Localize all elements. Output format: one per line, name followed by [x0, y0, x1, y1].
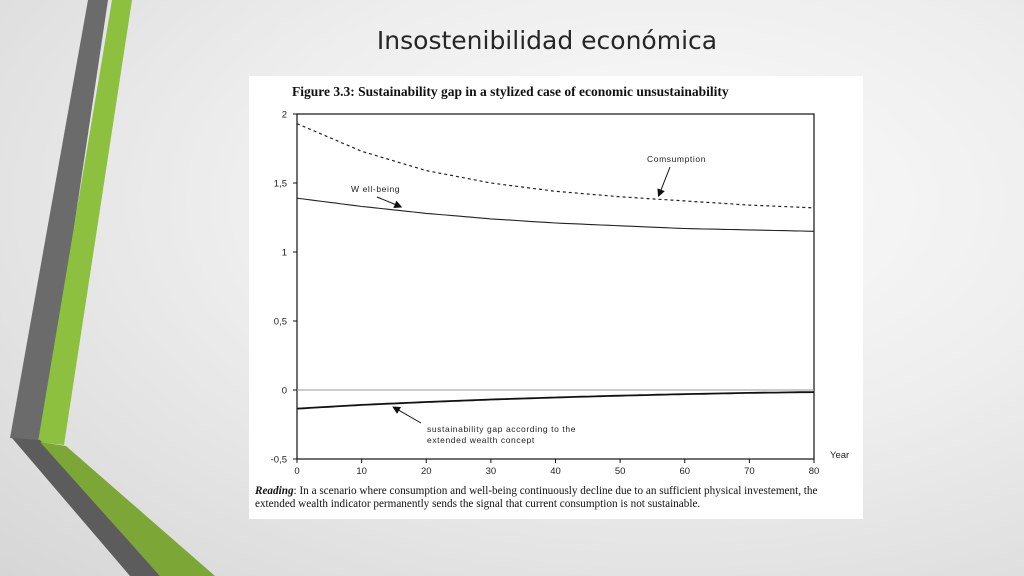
slide-title: Insostenibilidad económica [376, 26, 718, 55]
gray-stripe-lower [12, 438, 160, 576]
reading-label: Reading [255, 485, 294, 497]
x-tick-label: 0 [294, 466, 299, 477]
line-chart: -0,500,511,520 10 20 30 40 50 60 70 80YearComsum… [271, 110, 850, 478]
annotation-label: W ell-being [351, 184, 400, 194]
reading-note: Reading: In a scenario where consumption… [255, 485, 845, 511]
green-stripe-upper [38, 0, 132, 445]
annotation-label: extended wealth concept [427, 435, 535, 445]
figure-card: Figure 3.3: Sustainability gap in a styl… [249, 76, 863, 519]
y-tick-label: 0 [282, 386, 287, 397]
x-tick-label: 10 [356, 466, 367, 477]
series-line-0 [296, 123, 815, 209]
plot-frame [296, 113, 815, 460]
annotation-arrow [657, 166, 671, 198]
x-tick-label: 20 [421, 466, 432, 477]
green-stripe-lower [40, 442, 215, 576]
figure-title: Figure 3.3: Sustainability gap in a styl… [292, 84, 729, 99]
x-tick-label: 40 [550, 466, 561, 477]
annotation-arrow [376, 196, 403, 209]
x-tick-label: 70 [744, 466, 755, 477]
series-line-1 [296, 197, 815, 232]
series-line-2 [296, 391, 815, 410]
reading-text: : In a scenario where consumption and we… [255, 485, 818, 510]
annotation-label: sustainability gap according to the [427, 424, 576, 434]
x-tick-label: 60 [679, 466, 690, 477]
x-axis-label: Year [830, 450, 849, 461]
y-tick-label: 1 [282, 248, 287, 259]
y-tick-label: 1,5 [274, 179, 287, 190]
x-tick-label: 30 [486, 466, 497, 477]
y-tick-label: -0,5 [271, 455, 287, 466]
gray-stripe-upper [10, 0, 108, 442]
x-tick-label: 50 [615, 466, 626, 477]
annotation-arrow [392, 406, 422, 424]
y-tick-label: 2 [282, 110, 287, 121]
y-tick-label: 0,5 [274, 317, 287, 328]
x-tick-label: 80 [809, 466, 820, 477]
annotation-label: Comsumption [647, 154, 706, 164]
